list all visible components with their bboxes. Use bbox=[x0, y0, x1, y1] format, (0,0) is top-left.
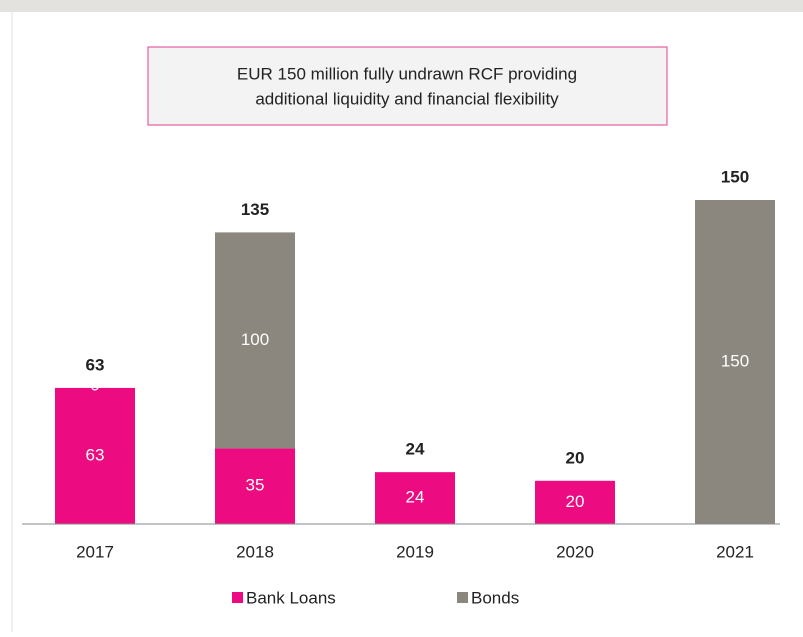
legend-label: Bank Loans bbox=[246, 588, 336, 607]
x-tick-label: 2021 bbox=[716, 542, 754, 561]
x-tick-label: 2017 bbox=[76, 542, 114, 561]
x-tick-label: 2019 bbox=[396, 542, 434, 561]
bar-segment bbox=[535, 480, 615, 524]
total-label: 63 bbox=[86, 355, 105, 374]
bar-segment bbox=[375, 472, 455, 524]
bar-segment bbox=[215, 232, 295, 449]
annotation-line: additional liquidity and financial flexi… bbox=[255, 89, 559, 108]
bar-segment bbox=[215, 448, 295, 524]
top-band bbox=[0, 0, 803, 12]
legend-label: Bonds bbox=[471, 588, 519, 607]
segment-label: 0 bbox=[90, 375, 99, 394]
segment-label: 150 bbox=[721, 351, 749, 370]
segment-label: 100 bbox=[241, 330, 269, 349]
total-label: 20 bbox=[566, 448, 585, 467]
x-tick-label: 2018 bbox=[236, 542, 274, 561]
segment-label: 24 bbox=[406, 488, 425, 507]
total-label: 24 bbox=[406, 440, 425, 459]
total-label: 135 bbox=[241, 200, 269, 219]
bar-segment bbox=[695, 200, 775, 524]
total-label: 150 bbox=[721, 167, 749, 186]
legend-swatch bbox=[457, 592, 468, 603]
segment-label: 20 bbox=[566, 492, 585, 511]
segment-label: 63 bbox=[86, 445, 105, 464]
bar-segment bbox=[55, 387, 135, 524]
segment-label: 35 bbox=[246, 476, 265, 495]
annotation-line: EUR 150 million fully undrawn RCF provid… bbox=[237, 64, 577, 83]
legend-swatch bbox=[232, 592, 243, 603]
x-tick-label: 2020 bbox=[556, 542, 594, 561]
annotation-box bbox=[147, 46, 668, 126]
